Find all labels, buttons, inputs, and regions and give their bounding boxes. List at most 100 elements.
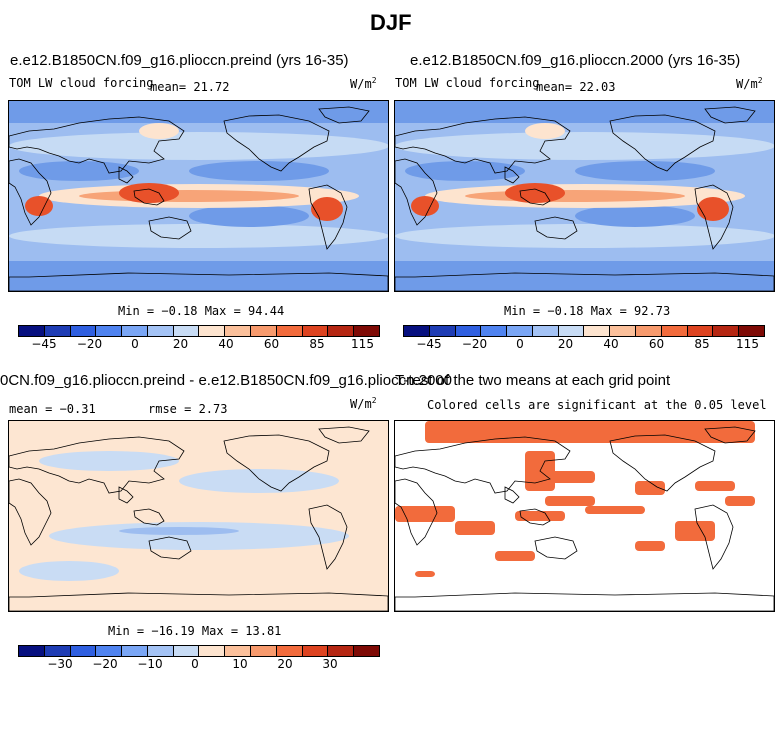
- panel-tl-colorbar: [18, 325, 380, 337]
- coastline-path: [395, 272, 774, 291]
- field-nh-pale: [139, 123, 179, 139]
- colorbar-swatch: [96, 646, 123, 656]
- coastline-path: [395, 436, 571, 494]
- coastline-layer: [9, 106, 388, 291]
- colorbar-swatch: [404, 326, 430, 336]
- colorbar-tick-label: 40: [218, 337, 234, 351]
- colorbar-tick-label: 20: [172, 337, 189, 351]
- colorbar-swatch: [19, 326, 45, 336]
- coastline-path: [118, 486, 134, 504]
- coastline-path: [704, 426, 756, 444]
- coastline-path: [609, 434, 716, 492]
- coastline-path: [694, 184, 734, 250]
- panel-br-field-svg: [395, 421, 774, 611]
- field-subtropic-low-1: [405, 161, 525, 181]
- sig-region: [635, 541, 665, 551]
- sig-region: [415, 571, 435, 577]
- sig-region: [425, 421, 755, 443]
- colorbar-swatch: [276, 646, 303, 656]
- coastline-path: [9, 592, 388, 611]
- coastline-path: [534, 216, 578, 240]
- coastline-path: [9, 436, 185, 494]
- field-warm-pool: [119, 183, 179, 203]
- field-band-antarctic: [395, 261, 774, 291]
- colorbar-tick-label: 60: [263, 337, 280, 351]
- coastline-path: [504, 486, 520, 504]
- field-subtropic-low-2: [575, 161, 715, 181]
- sig-region: [495, 551, 535, 561]
- coastline-path: [395, 478, 438, 546]
- colorbar-swatch: [507, 326, 533, 336]
- colorbar-swatch: [44, 326, 71, 336]
- sig-region: [635, 481, 665, 495]
- colorbar-swatch: [713, 326, 740, 336]
- colorbar-swatch: [584, 326, 611, 336]
- colorbar-tick-label: 40: [603, 337, 619, 351]
- coastline-path: [9, 272, 388, 291]
- panel-tl-mean: mean= 21.72: [150, 80, 230, 94]
- coastline-path: [534, 536, 578, 560]
- field-diff-blue-1: [39, 451, 179, 471]
- coastline-path: [308, 184, 348, 250]
- field-nh-pale: [525, 123, 565, 139]
- colorbar-tick-label: 10: [232, 657, 248, 671]
- panel-bl-mean: mean = −0.31: [9, 402, 96, 416]
- field-subtropic-low-1: [19, 161, 139, 181]
- coastline-path: [9, 116, 185, 174]
- colorbar-swatch: [636, 326, 662, 336]
- colorbar-swatch: [661, 326, 688, 336]
- colorbar-swatch: [558, 326, 585, 336]
- colorbar-swatch: [173, 326, 200, 336]
- field-band-nh-storm: [395, 132, 774, 160]
- panel-tl-field-svg: [9, 101, 388, 291]
- colorbar-tick-label: 60: [648, 337, 665, 351]
- coastline-path: [9, 478, 52, 546]
- coastline-path: [223, 434, 330, 492]
- colorbar-tick-label: −30: [47, 657, 73, 671]
- coastline-path: [694, 504, 734, 570]
- field-amazon-convection: [311, 197, 343, 221]
- panel-tr-units: W/m2: [736, 76, 763, 91]
- colorbar-tick-label: 0: [191, 657, 199, 671]
- colorbar-swatch: [70, 326, 97, 336]
- colorbar-tick-label: −10: [137, 657, 163, 671]
- abs-field-layer: [395, 101, 774, 291]
- field-subtropic-low-3: [575, 205, 695, 227]
- colorbar-tick-label: 115: [736, 337, 759, 351]
- colorbar-swatch: [481, 326, 508, 336]
- colorbar-swatch: [147, 326, 174, 336]
- panel-tr-map: [394, 100, 775, 292]
- figure-title: DJF: [370, 10, 412, 35]
- coastline-path: [609, 114, 716, 172]
- field-diff-blue-2: [179, 469, 339, 493]
- panel-bl-field-svg: [9, 421, 388, 611]
- panel-bl-units: W/m2: [350, 396, 377, 411]
- coastline-path: [118, 166, 134, 184]
- colorbar-swatch: [354, 646, 379, 656]
- colorbar-swatch: [302, 646, 329, 656]
- colorbar-swatch: [122, 326, 148, 336]
- field-itcz-mid: [79, 190, 299, 202]
- panel-tl-units: W/m2: [350, 76, 377, 91]
- colorbar-swatch: [225, 646, 252, 656]
- field-africa-convection: [411, 196, 439, 216]
- colorbar-swatch: [429, 326, 456, 336]
- coastline-path: [9, 158, 52, 226]
- panel-tl-map: [8, 100, 389, 292]
- panel-bl-colorbar-ticks: −30 −20 −10 0 10 20 30: [0, 655, 390, 673]
- colorbar-tick-label: 0: [131, 337, 139, 351]
- colorbar-tick-label: 20: [277, 657, 293, 671]
- field-warm-pool: [505, 183, 565, 203]
- colorbar-swatch: [302, 326, 329, 336]
- panel-br-note: Colored cells are significant at the 0.0…: [427, 398, 767, 412]
- coastline-path: [395, 116, 571, 174]
- field-itcz-mid: [465, 190, 685, 202]
- field-background: [395, 421, 774, 611]
- colorbar-swatch: [251, 646, 277, 656]
- sig-region: [545, 496, 595, 506]
- coastline-path: [704, 106, 756, 124]
- colorbar-swatch: [147, 646, 174, 656]
- colorbar-swatch: [199, 646, 226, 656]
- colorbar-tick-label: 85: [694, 337, 710, 351]
- sig-region: [515, 511, 565, 521]
